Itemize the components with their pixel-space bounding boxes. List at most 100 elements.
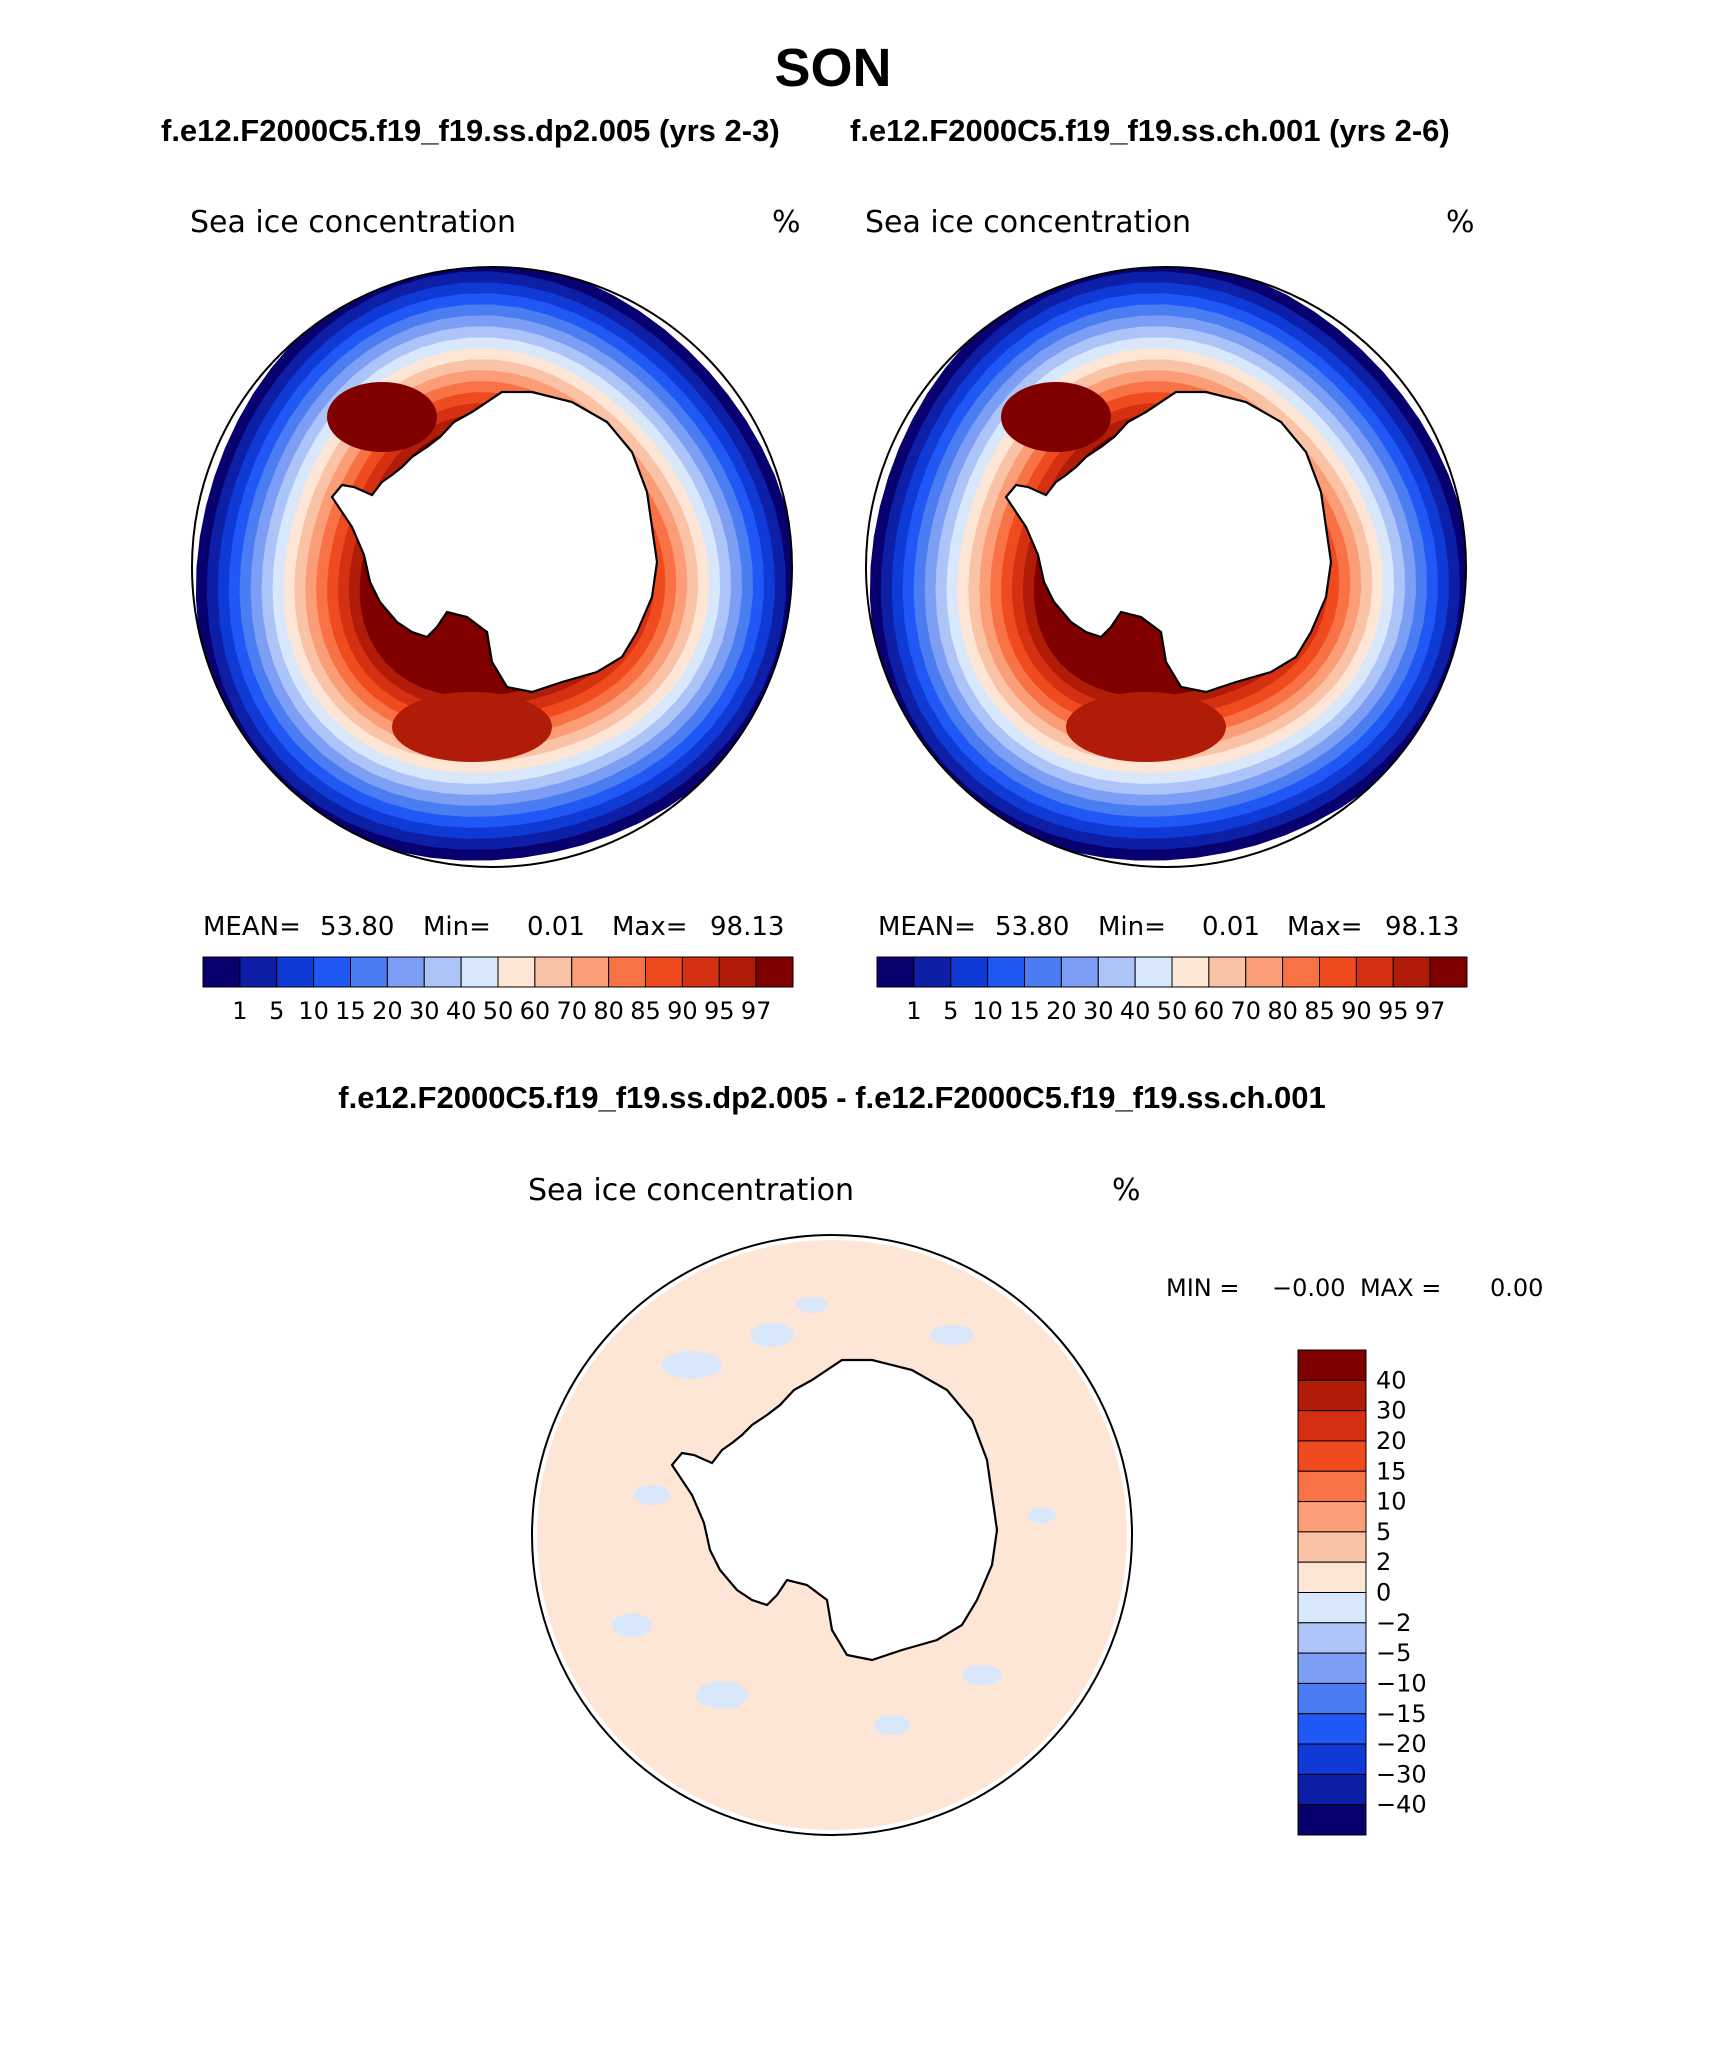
diff-min-label: MIN =: [1166, 1274, 1239, 1302]
diff-colorbar-label-7: 0: [1376, 1579, 1391, 1607]
left-colorbar-box-8: [497, 956, 536, 988]
left-max-label: Max=: [612, 912, 688, 942]
diff-colorbar-box-2: [1297, 1410, 1367, 1442]
left-colorbar-box-0: [202, 956, 241, 988]
right-colorbar-label-6: 40: [1120, 997, 1151, 1025]
left-colorbar-box-2: [276, 956, 315, 988]
left-colorbar-box-1: [239, 956, 278, 988]
diff-colorbar-label-14: −40: [1376, 1791, 1427, 1819]
diff-variable-label: Sea ice concentration: [528, 1173, 854, 1208]
diff-colorbar-box-6: [1297, 1531, 1367, 1563]
left-units-label: %: [772, 205, 801, 240]
left-colorbar-label-7: 50: [483, 997, 514, 1025]
diff-colorbar-box-7: [1297, 1561, 1367, 1593]
right-colorbar-label-5: 30: [1083, 997, 1114, 1025]
left-colorbar-label-9: 70: [556, 997, 587, 1025]
right-colorbar-label-9: 70: [1230, 997, 1261, 1025]
left-min-label: Min=: [423, 912, 491, 942]
right-colorbar-label-4: 20: [1046, 997, 1077, 1025]
diff-near-zero-negative-patch-0: [662, 1351, 722, 1379]
right-colorbar-box-0: [876, 956, 915, 988]
diff-colorbar-box-4: [1297, 1470, 1367, 1503]
diff-colorbar-box-14: [1297, 1773, 1367, 1806]
diff-colorbar-box-5: [1297, 1501, 1367, 1533]
right-colorbar-label-13: 95: [1378, 997, 1409, 1025]
diff-colorbar-box-0: [1297, 1349, 1367, 1381]
diff-colorbar-label-12: −20: [1376, 1730, 1427, 1758]
right-colorbar-label-7: 50: [1157, 997, 1188, 1025]
diff-map-panel: Sea ice concentration % MIN = −0.00 MAX …: [528, 1173, 1543, 1836]
right-colorbar-box-11: [1282, 956, 1320, 988]
left-colorbar-box-11: [608, 956, 646, 988]
diff-colorbar-box-1: [1297, 1379, 1367, 1412]
right-ross-core: [1066, 692, 1226, 762]
right-mean-label: MEAN=: [878, 912, 976, 942]
left-colorbar-box-12: [645, 956, 683, 988]
diff-near-zero-negative-patch-2: [634, 1485, 670, 1505]
left-min-value: 0.01: [527, 912, 585, 942]
diff-colorbar-label-11: −15: [1376, 1700, 1427, 1728]
diff-colorbar-label-6: 2: [1376, 1548, 1391, 1576]
right-colorbar-label-0: 1: [906, 997, 921, 1025]
diff-colorbar-box-15: [1297, 1804, 1367, 1836]
diff-map-border: [531, 1234, 1133, 1836]
right-colorbar-label-1: 5: [943, 997, 958, 1025]
right-colorbar-box-1: [913, 956, 952, 988]
left-colorbar-label-12: 90: [667, 997, 698, 1025]
right-mean-value: 53.80: [995, 912, 1069, 942]
left-colorbar-label-8: 60: [520, 997, 551, 1025]
left-colorbar-box-4: [350, 956, 388, 988]
diff-colorbar-label-3: 15: [1376, 1457, 1407, 1485]
diff-colorbar-label-9: −5: [1376, 1639, 1411, 1667]
left-colorbar-label-11: 85: [630, 997, 661, 1025]
diff-near-zero-negative-patch-4: [696, 1681, 748, 1709]
left-colorbar-label-4: 20: [372, 997, 403, 1025]
left-map-panel: Sea ice concentration % MEAN= 53.80 Min=…: [190, 205, 801, 1025]
diff-panel-title: f.e12.F2000C5.f19_f19.ss.dp2.005 - f.e12…: [338, 1080, 1325, 1115]
left-colorbar-label-3: 15: [335, 997, 366, 1025]
diff-min-value: −0.00: [1272, 1274, 1346, 1302]
diff-max-value: 0.00: [1490, 1274, 1543, 1302]
right-colorbar-label-2: 10: [972, 997, 1003, 1025]
left-colorbar-box-3: [313, 956, 351, 988]
right-colorbar-box-14: [1392, 956, 1431, 988]
right-panel-title: f.e12.F2000C5.f19_f19.ss.ch.001 (yrs 2-6…: [850, 113, 1450, 148]
left-colorbar-label-6: 40: [446, 997, 477, 1025]
diff-max-label: MAX =: [1360, 1274, 1441, 1302]
diff-colorbar-label-8: −2: [1376, 1609, 1411, 1637]
right-colorbar-box-9: [1208, 956, 1247, 988]
left-colorbar-label-5: 30: [409, 997, 440, 1025]
diff-colorbar-label-10: −10: [1376, 1669, 1427, 1697]
right-map-panel: Sea ice concentration % MEAN= 53.80 Min=…: [865, 205, 1475, 1025]
left-map-border: [191, 266, 793, 868]
diff-colorbar-box-8: [1297, 1592, 1367, 1624]
left-max-value: 98.13: [710, 912, 784, 942]
right-colorbar-box-3: [987, 956, 1025, 988]
left-mean-value: 53.80: [320, 912, 394, 942]
diff-near-zero-negative-patch-3: [612, 1613, 652, 1637]
diff-near-zero-negative-patch-7: [1028, 1507, 1056, 1523]
left-antarctica-continent: [330, 390, 659, 694]
right-colorbar-box-8: [1171, 956, 1210, 988]
left-panel-title: f.e12.F2000C5.f19_f19.ss.dp2.005 (yrs 2-…: [161, 113, 780, 148]
diff-colorbar-label-1: 30: [1376, 1397, 1407, 1425]
right-colorbar-box-13: [1355, 956, 1394, 988]
left-colorbar-label-14: 97: [741, 997, 772, 1025]
right-colorbar-label-11: 85: [1304, 997, 1335, 1025]
diff-colorbar-label-2: 20: [1376, 1427, 1407, 1455]
diff-units-label: %: [1112, 1173, 1141, 1208]
diff-colorbar-box-3: [1297, 1440, 1367, 1472]
page-title: SON: [774, 38, 891, 98]
right-colorbar-box-15: [1429, 956, 1468, 988]
left-colorbar-box-9: [534, 956, 573, 988]
left-colorbar-label-10: 80: [593, 997, 624, 1025]
left-colorbar-box-14: [718, 956, 757, 988]
right-colorbar-box-6: [1097, 956, 1136, 988]
right-colorbar-label-12: 90: [1341, 997, 1372, 1025]
left-mean-label: MEAN=: [203, 912, 301, 942]
right-units-label: %: [1446, 205, 1475, 240]
left-weddell-core: [327, 382, 437, 452]
left-colorbar-box-13: [681, 956, 720, 988]
